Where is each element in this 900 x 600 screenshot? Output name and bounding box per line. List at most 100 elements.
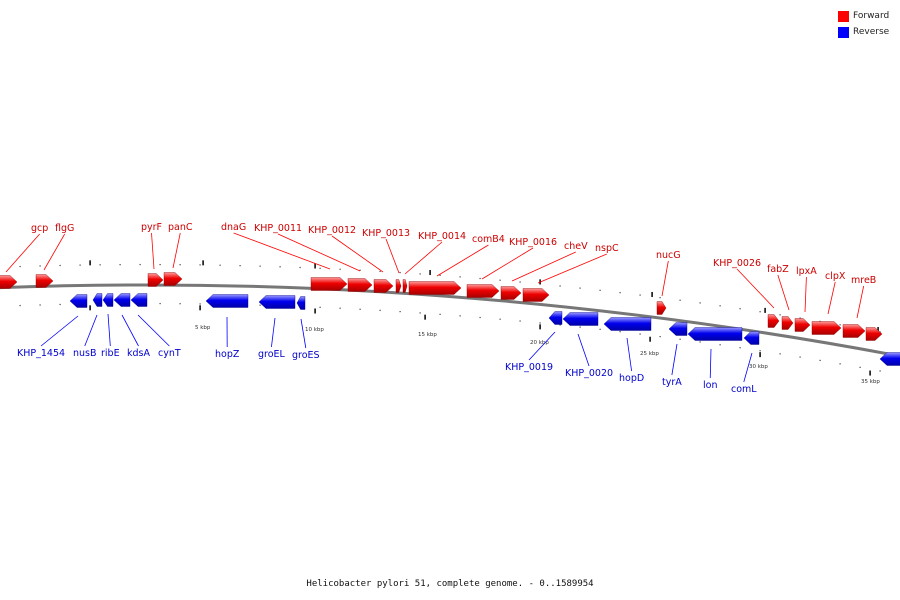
forward-gene-arrow[interactable] xyxy=(347,278,373,292)
forward-gene-label[interactable]: nspC xyxy=(595,243,619,254)
reverse-gene-label[interactable]: kdsA xyxy=(127,348,150,359)
forward-gene-leader-line xyxy=(827,281,836,315)
scale-dot-top xyxy=(319,267,321,269)
reverse-gene-arrow[interactable] xyxy=(92,293,103,307)
forward-gene-arrow[interactable] xyxy=(811,321,842,335)
reverse-gene-label[interactable]: hopZ xyxy=(215,349,240,360)
forward-gene-arrow[interactable] xyxy=(522,288,550,302)
forward-gene-arrow[interactable] xyxy=(310,277,348,291)
legend-label-reverse: Reverse xyxy=(853,27,890,37)
scale-dot-top xyxy=(259,265,261,267)
forward-gene-label[interactable]: clpX xyxy=(825,271,846,282)
forward-gene-label[interactable]: lpxA xyxy=(796,266,817,277)
scale-dot-top xyxy=(679,299,681,301)
major-tick-bottom xyxy=(759,352,761,358)
major-tick-top xyxy=(202,260,204,266)
scale-dot-bottom xyxy=(19,304,21,307)
forward-gene-label[interactable]: KHP_0012 xyxy=(308,225,356,236)
reverse-gene-label[interactable]: groEL xyxy=(258,349,286,360)
forward-gene-label[interactable]: flgG xyxy=(55,223,74,234)
forward-gene-label[interactable]: KHP_0026 xyxy=(713,258,761,269)
scale-dot-bottom xyxy=(499,318,501,320)
scale-dot-top xyxy=(799,317,801,319)
forward-gene-arrow[interactable] xyxy=(781,316,794,330)
forward-gene-label[interactable]: KHP_0011 xyxy=(254,223,302,234)
forward-gene-arrow[interactable] xyxy=(147,273,164,287)
reverse-gene-label[interactable]: ribE xyxy=(101,348,120,359)
reverse-gene-arrow[interactable] xyxy=(562,312,599,326)
reverse-gene-arrow[interactable] xyxy=(205,294,249,308)
forward-gene-arrow[interactable] xyxy=(767,314,780,328)
scale-ticks xyxy=(19,260,881,376)
forward-gene-leader-line xyxy=(804,276,807,313)
forward-gene-label[interactable]: KHP_0014 xyxy=(418,231,466,242)
reverse-gene-label[interactable]: cynT xyxy=(158,348,181,359)
forward-gene-arrow[interactable] xyxy=(35,274,54,288)
reverse-gene-label[interactable]: comL xyxy=(731,384,757,395)
reverse-gene-arrow[interactable] xyxy=(687,327,743,341)
forward-gene-arrow[interactable] xyxy=(794,318,811,332)
scale-dot-bottom xyxy=(839,363,841,365)
forward-gene-label[interactable]: dnaG xyxy=(221,222,246,233)
gene-arrows xyxy=(0,272,900,366)
reverse-gene-arrow[interactable] xyxy=(296,296,306,310)
reverse-gene-label[interactable]: nusB xyxy=(73,348,97,359)
scale-dot-top xyxy=(479,277,481,280)
reverse-gene-leader-line xyxy=(743,352,753,383)
scale-dot-bottom xyxy=(419,312,421,314)
forward-gene-arrow[interactable] xyxy=(466,284,500,298)
forward-gene-arrow[interactable] xyxy=(656,301,667,315)
reverse-gene-leader-line xyxy=(626,337,632,372)
forward-gene-label[interactable]: cheV xyxy=(564,241,588,252)
forward-gene-label[interactable]: mreB xyxy=(851,275,876,286)
reverse-gene-arrow[interactable] xyxy=(258,295,296,309)
major-tick-bottom xyxy=(89,305,91,311)
reverse-gene-arrow[interactable] xyxy=(603,317,652,331)
forward-gene-label[interactable]: panC xyxy=(168,222,193,233)
forward-gene-arrow[interactable] xyxy=(865,327,883,341)
forward-gene-arrow[interactable] xyxy=(402,279,408,293)
reverse-gene-label[interactable]: tyrA xyxy=(662,377,682,388)
forward-gene-arrow[interactable] xyxy=(842,324,866,338)
scale-dot-top xyxy=(119,264,121,266)
forward-gene-arrow[interactable] xyxy=(163,272,183,286)
forward-gene-arrow[interactable] xyxy=(373,279,394,293)
forward-gene-leader-line xyxy=(481,247,534,280)
scale-dot-top xyxy=(699,302,701,304)
scale-label: 10 kbp xyxy=(305,327,324,333)
reverse-gene-leader-line xyxy=(671,343,678,376)
forward-gene-label[interactable]: nucG xyxy=(656,250,681,261)
reverse-gene-arrow[interactable] xyxy=(668,322,688,336)
forward-gene-label[interactable]: comB4 xyxy=(472,234,505,245)
forward-gene-arrow[interactable] xyxy=(395,279,402,293)
forward-gene-arrow[interactable] xyxy=(0,275,18,289)
reverse-gene-label[interactable]: KHP_0019 xyxy=(505,362,553,373)
forward-gene-label[interactable]: KHP_0013 xyxy=(362,228,410,239)
reverse-gene-arrow[interactable] xyxy=(879,352,900,366)
legend-item-reverse: Reverse xyxy=(838,24,889,40)
reverse-gene-arrow[interactable] xyxy=(743,331,760,345)
legend-label-forward: Forward xyxy=(853,11,890,21)
reverse-gene-label[interactable]: KHP_1454 xyxy=(17,348,65,359)
forward-gene-label[interactable]: gcp xyxy=(31,223,48,234)
reverse-gene-arrow[interactable] xyxy=(548,311,563,325)
forward-gene-label[interactable]: fabZ xyxy=(767,264,789,275)
forward-gene-label[interactable]: pyrF xyxy=(141,222,162,233)
scale-dot-top xyxy=(499,279,501,281)
reverse-gene-label[interactable]: KHP_0020 xyxy=(565,368,613,379)
forward-gene-arrow[interactable] xyxy=(500,286,522,300)
scale-dot-bottom xyxy=(539,322,541,324)
scale-dot-top xyxy=(59,264,61,267)
reverse-gene-arrow[interactable] xyxy=(130,293,148,307)
reverse-gene-label[interactable]: groES xyxy=(292,350,320,361)
reverse-gene-arrow[interactable] xyxy=(102,293,114,307)
reverse-gene-leader-line xyxy=(271,317,276,348)
reverse-gene-label[interactable]: lon xyxy=(703,380,717,391)
reverse-gene-arrow[interactable] xyxy=(113,293,131,307)
reverse-swatch xyxy=(838,26,849,38)
reverse-gene-arrow[interactable] xyxy=(69,294,88,308)
forward-gene-label[interactable]: KHP_0016 xyxy=(509,237,557,248)
reverse-gene-label[interactable]: hopD xyxy=(619,373,644,384)
forward-gene-arrow[interactable] xyxy=(408,281,462,295)
scale-dot-bottom xyxy=(659,336,661,338)
